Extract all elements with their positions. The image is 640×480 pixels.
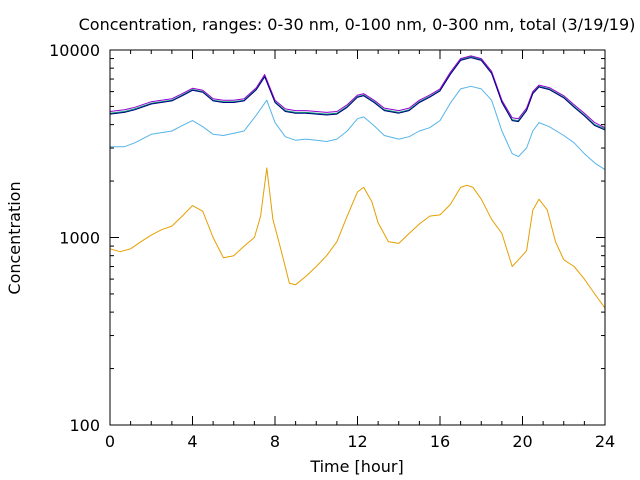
y-tick-label: 10000: [49, 41, 100, 60]
x-tick-label: 8: [270, 432, 280, 451]
series-lines: [109, 55, 606, 309]
y-axis-title: Concentration: [5, 181, 24, 294]
x-tick-label: 24: [595, 432, 615, 451]
x-tick-label: 4: [187, 432, 197, 451]
series-line-2: [110, 85, 606, 171]
tick-labels: 0 4 8 12 16 20 24 100 1000 10000: [49, 41, 615, 451]
axis-ticks: [109, 49, 606, 426]
series-line-1: [109, 167, 606, 309]
series-line-5: [109, 57, 606, 131]
x-tick-label: 12: [347, 432, 367, 451]
x-axis-title: Time [hour]: [309, 457, 403, 476]
series-line-4: [109, 55, 606, 129]
x-tick-label: 20: [512, 432, 532, 451]
chart-title: Concentration, ranges: 0-30 nm, 0-100 nm…: [79, 15, 636, 34]
x-tick-label: 0: [105, 432, 115, 451]
y-tick-label: 1000: [59, 229, 100, 248]
y-tick-label: 100: [69, 416, 100, 435]
x-tick-label: 16: [430, 432, 450, 451]
plot-frame: [109, 49, 606, 426]
